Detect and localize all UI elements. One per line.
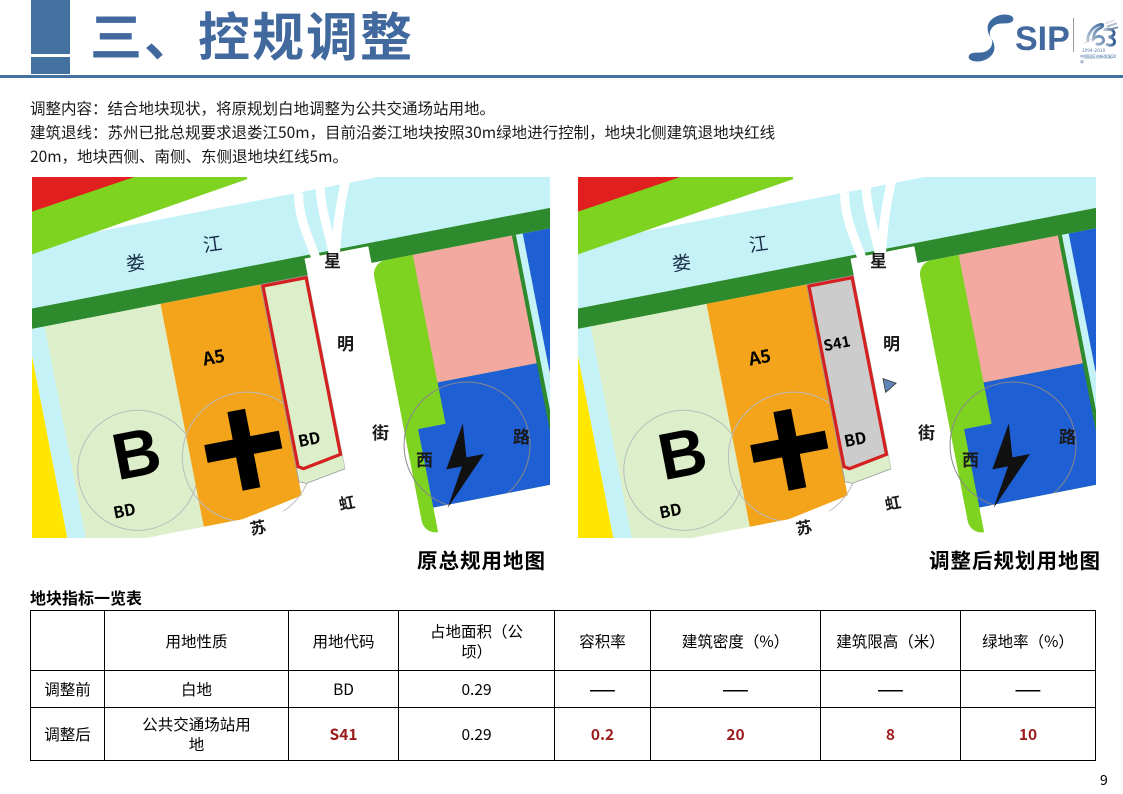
svg-text:江: 江 (747, 229, 770, 258)
svg-text:路: 路 (1059, 423, 1076, 448)
svg-text:BD: BD (842, 424, 868, 452)
svg-text:明: 明 (883, 330, 900, 355)
svg-text:明: 明 (337, 330, 354, 355)
svg-text:星: 星 (324, 247, 341, 272)
svg-text:BD: BD (111, 496, 137, 524)
svg-text:街: 街 (918, 419, 935, 444)
svg-text:街: 街 (372, 419, 389, 444)
svg-text:A5: A5 (199, 342, 227, 372)
svg-text:娄: 娄 (124, 248, 147, 277)
svg-text:BD: BD (296, 424, 322, 452)
svg-text:西: 西 (962, 446, 979, 471)
svg-text:路: 路 (513, 423, 530, 448)
svg-text:星: 星 (870, 247, 887, 272)
svg-text:A5: A5 (745, 342, 773, 372)
svg-text:江: 江 (201, 229, 224, 258)
svg-text:娄: 娄 (670, 248, 693, 277)
svg-text:BD: BD (657, 496, 683, 524)
svg-text:西: 西 (416, 446, 433, 471)
